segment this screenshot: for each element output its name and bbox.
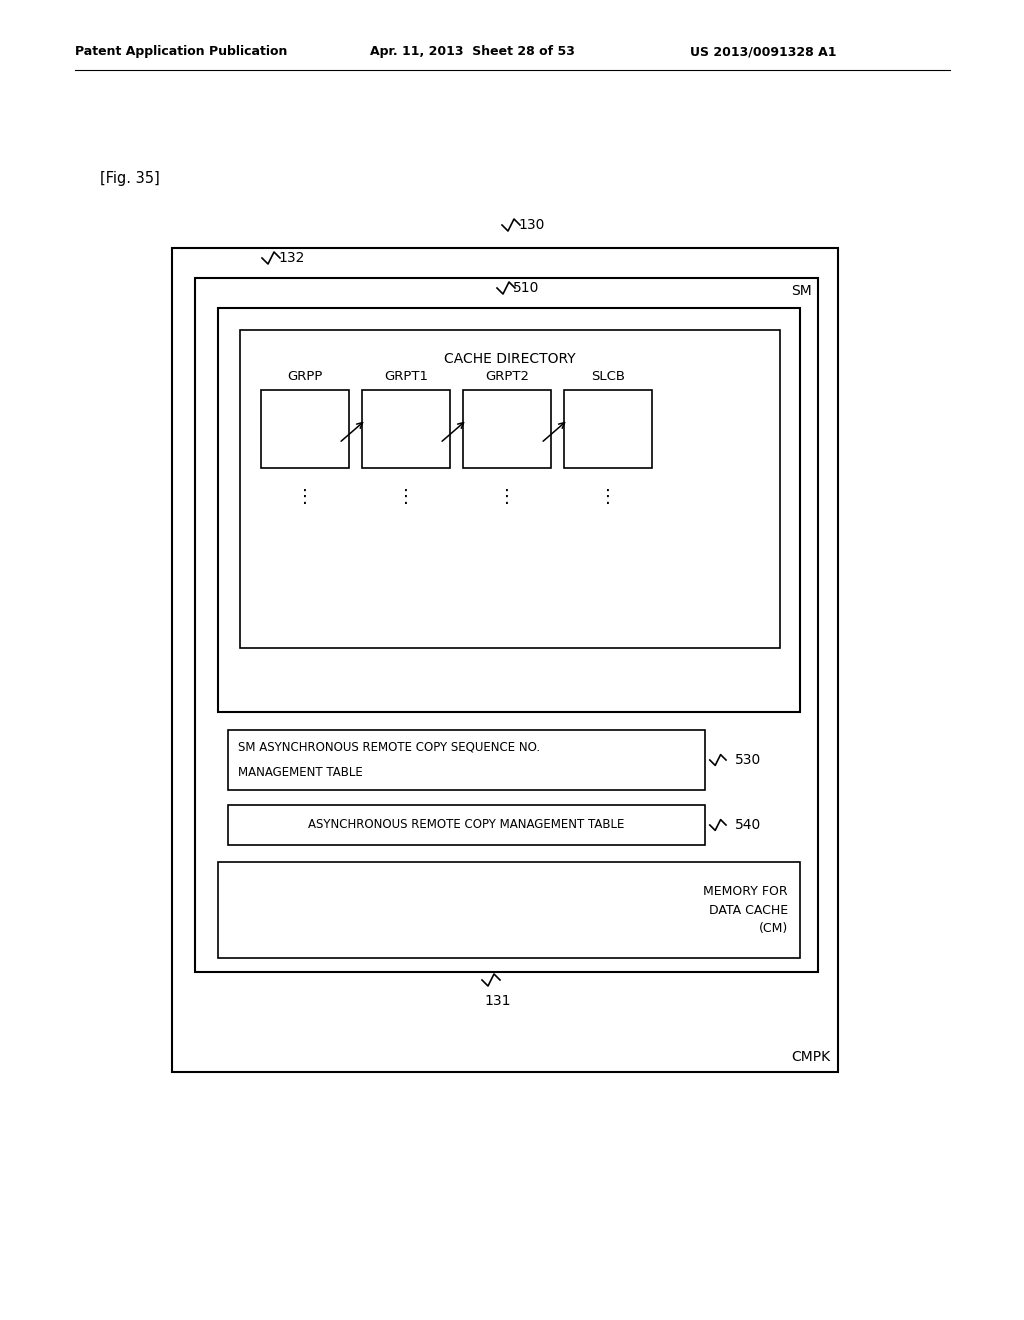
- Bar: [218, 862, 800, 958]
- Text: ⋮: ⋮: [397, 488, 415, 506]
- Bar: [172, 248, 838, 1072]
- Text: MANAGEMENT TABLE: MANAGEMENT TABLE: [238, 766, 362, 779]
- Text: 130: 130: [518, 218, 545, 232]
- Bar: [463, 389, 551, 469]
- Text: GRPT2: GRPT2: [485, 370, 529, 383]
- Text: US 2013/0091328 A1: US 2013/0091328 A1: [690, 45, 837, 58]
- Text: DATA CACHE: DATA CACHE: [709, 903, 788, 916]
- Bar: [564, 389, 652, 469]
- Text: SM ASYNCHRONOUS REMOTE COPY SEQUENCE NO.: SM ASYNCHRONOUS REMOTE COPY SEQUENCE NO.: [238, 741, 540, 754]
- Bar: [228, 805, 705, 845]
- Text: 530: 530: [735, 752, 761, 767]
- Bar: [218, 308, 800, 711]
- Text: 510: 510: [513, 281, 540, 294]
- Bar: [195, 279, 818, 972]
- Text: (CM): (CM): [759, 921, 788, 935]
- Text: ASYNCHRONOUS REMOTE COPY MANAGEMENT TABLE: ASYNCHRONOUS REMOTE COPY MANAGEMENT TABL…: [308, 818, 625, 832]
- Text: GRPP: GRPP: [288, 370, 323, 383]
- Text: MEMORY FOR: MEMORY FOR: [703, 884, 788, 898]
- Text: [Fig. 35]: [Fig. 35]: [100, 170, 160, 186]
- Text: CACHE DIRECTORY: CACHE DIRECTORY: [444, 352, 575, 366]
- Text: SLCB: SLCB: [591, 370, 625, 383]
- Text: 131: 131: [484, 994, 511, 1008]
- Text: ⋮: ⋮: [498, 488, 516, 506]
- Text: ⋮: ⋮: [599, 488, 617, 506]
- Text: GRPT1: GRPT1: [384, 370, 428, 383]
- Text: Patent Application Publication: Patent Application Publication: [75, 45, 288, 58]
- Text: CMPK: CMPK: [791, 1049, 830, 1064]
- Text: ⋮: ⋮: [296, 488, 314, 506]
- Bar: [228, 730, 705, 789]
- Bar: [362, 389, 450, 469]
- Text: 540: 540: [735, 818, 761, 832]
- Text: 132: 132: [278, 251, 304, 265]
- Text: Apr. 11, 2013  Sheet 28 of 53: Apr. 11, 2013 Sheet 28 of 53: [370, 45, 574, 58]
- Text: SM: SM: [792, 284, 812, 298]
- Bar: [240, 330, 780, 648]
- Bar: [261, 389, 349, 469]
